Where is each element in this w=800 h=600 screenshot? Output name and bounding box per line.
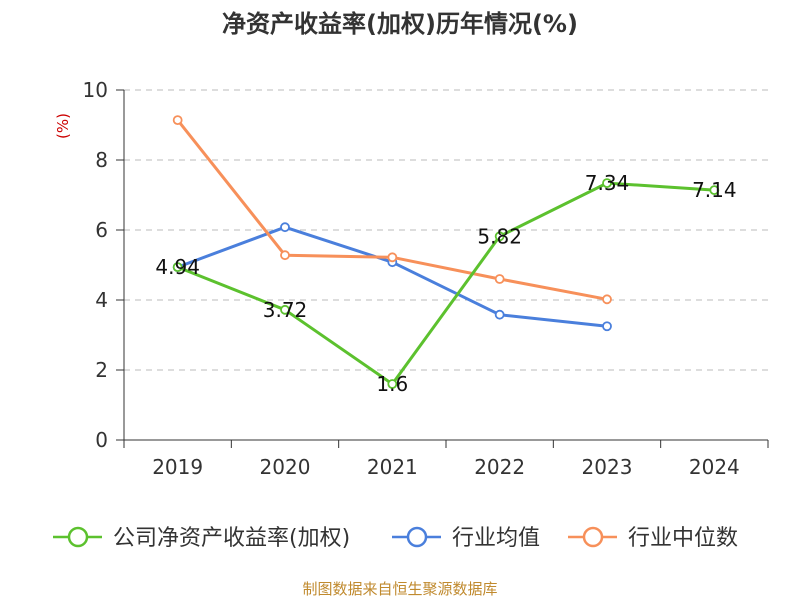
data-label: 5.82 [477, 224, 522, 248]
data-point[interactable] [602, 178, 612, 189]
legend-item-industry-median[interactable]: 行业中位数 [568, 526, 738, 551]
legend-label-company: 公司净资产收益率(加权) [113, 526, 350, 551]
data-label: 7.14 [692, 178, 737, 202]
data-point[interactable] [280, 250, 290, 261]
x-tick-label: 2020 [260, 455, 311, 479]
axes [116, 89, 769, 448]
data-point[interactable] [494, 231, 505, 242]
legend-label-industry-mean: 行业均值 [452, 526, 540, 551]
data-label: 3.72 [263, 298, 308, 322]
data-labels: 4.94 3.72 1.6 5.82 7.34 7.14 [155, 171, 736, 396]
data-point[interactable] [494, 309, 505, 320]
data-label: 4.94 [155, 255, 200, 279]
legend-marker-industry-mean [406, 526, 428, 548]
y-tick-label: 0 [95, 428, 108, 452]
y-tick-label: 2 [95, 358, 108, 382]
data-point[interactable] [280, 304, 290, 315]
data-point[interactable] [387, 252, 398, 263]
y-tick-label: 4 [95, 288, 108, 312]
series-points [172, 115, 720, 389]
gridlines [124, 89, 768, 371]
y-tick-label: 8 [95, 148, 108, 172]
x-tick-labels: 2019 2020 2021 2022 2023 2024 [152, 455, 740, 479]
x-tick-label: 2024 [689, 455, 740, 479]
y-axis-unit: (%) [54, 113, 72, 139]
legend-item-industry-mean[interactable]: 行业均值 [392, 526, 540, 551]
data-point[interactable] [709, 185, 720, 196]
legend-marker-company [67, 526, 89, 548]
y-tick-label: 10 [83, 78, 108, 102]
source-note: 制图数据来自恒生聚源数据库 [302, 580, 497, 598]
x-tick-label: 2022 [474, 455, 525, 479]
legend-marker-industry-median [582, 526, 604, 548]
data-label: 7.34 [585, 171, 630, 195]
series-line-2 [176, 119, 608, 301]
data-point[interactable] [280, 222, 290, 233]
data-point[interactable] [494, 274, 505, 284]
x-tick-label: 2021 [367, 455, 418, 479]
x-tick-label: 2019 [152, 455, 203, 479]
legend: 公司净资产收益率(加权) 行业均值 行业中位数 [53, 526, 738, 551]
series-line-1 [177, 225, 608, 328]
data-point[interactable] [602, 321, 612, 332]
data-point[interactable] [602, 294, 612, 305]
y-tick-label: 6 [95, 218, 108, 242]
series-line-0 [177, 181, 715, 386]
x-tick-label: 2023 [582, 455, 633, 479]
data-label: 1.6 [376, 372, 408, 396]
chart-title: 净资产收益率(加权)历年情况(%) [222, 10, 578, 38]
y-tick-labels: 0 2 4 6 8 10 [83, 78, 108, 452]
data-point[interactable] [387, 379, 398, 389]
data-point[interactable] [172, 115, 183, 125]
data-point[interactable] [172, 262, 183, 273]
legend-item-company[interactable]: 公司净资产收益率(加权) [53, 526, 350, 551]
legend-label-industry-median: 行业中位数 [628, 526, 738, 551]
